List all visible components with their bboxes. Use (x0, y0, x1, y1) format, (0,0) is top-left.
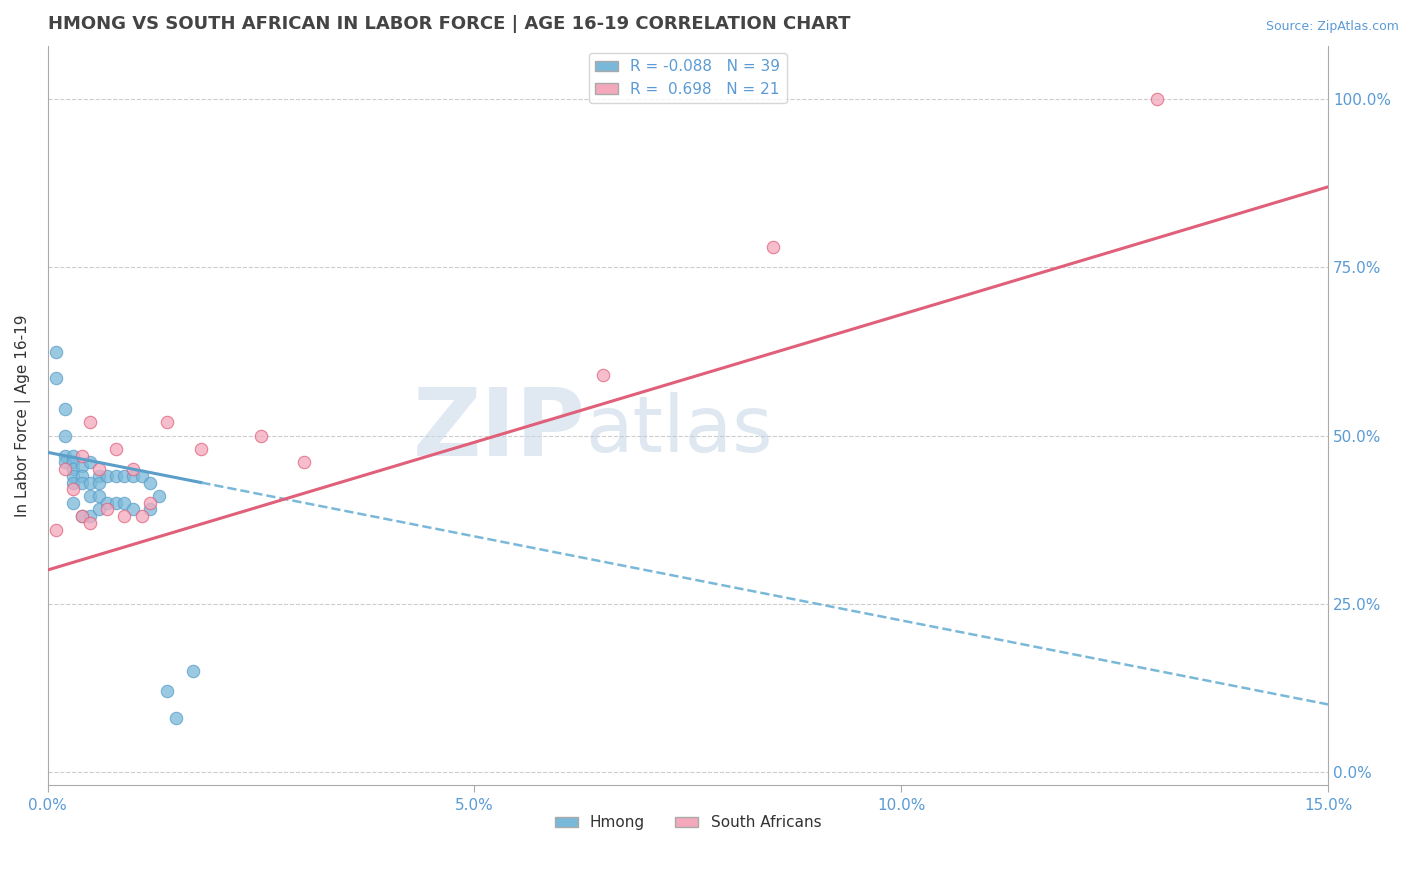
Point (156, 415, 179, 429)
Point (292, 455, 315, 469)
Point (114, 509, 136, 524)
Text: HMONG VS SOUTH AFRICAN IN LABOR FORCE | AGE 16-19 CORRELATION CHART: HMONG VS SOUTH AFRICAN IN LABOR FORCE | … (48, 15, 851, 33)
Point (53, 401, 76, 416)
Point (62, 496, 84, 510)
Point (53, 462, 76, 476)
Point (762, 240, 785, 254)
Point (70, 509, 93, 524)
Point (87, 468, 110, 483)
Point (62, 462, 84, 476)
Point (156, 684, 179, 698)
Point (53, 428, 76, 442)
Point (96, 496, 118, 510)
Point (165, 711, 187, 725)
Point (70, 475, 93, 490)
Point (250, 428, 273, 442)
Point (53, 455, 76, 469)
Point (104, 442, 127, 456)
Point (87, 489, 110, 503)
Point (87, 462, 110, 476)
Point (181, 664, 204, 678)
Point (114, 468, 136, 483)
Text: Source: ZipAtlas.com: Source: ZipAtlas.com (1265, 20, 1399, 33)
Point (79, 415, 101, 429)
Point (87, 502, 110, 516)
Point (139, 502, 162, 516)
Point (122, 462, 145, 476)
Point (131, 509, 153, 524)
Point (79, 475, 101, 490)
Point (122, 502, 145, 516)
Point (79, 455, 101, 469)
Point (45, 523, 67, 537)
Point (592, 368, 614, 382)
Point (79, 509, 101, 524)
Point (62, 475, 84, 490)
Point (114, 496, 136, 510)
Text: atlas: atlas (585, 392, 773, 468)
Point (96, 502, 118, 516)
Text: ZIP: ZIP (412, 384, 585, 476)
Point (1146, 92, 1168, 106)
Point (45, 344, 67, 359)
Point (96, 468, 118, 483)
Point (190, 442, 212, 456)
Point (139, 496, 162, 510)
Point (70, 458, 93, 473)
Point (104, 468, 127, 483)
Point (62, 449, 84, 463)
Point (53, 449, 76, 463)
Point (62, 468, 84, 483)
Y-axis label: In Labor Force | Age 16-19: In Labor Force | Age 16-19 (15, 314, 31, 516)
Point (87, 475, 110, 490)
Point (139, 475, 162, 490)
Point (79, 489, 101, 503)
Legend: Hmong, South Africans: Hmong, South Africans (548, 809, 827, 837)
Point (148, 489, 170, 503)
Point (45, 371, 67, 385)
Point (104, 496, 127, 510)
Point (70, 468, 93, 483)
Point (70, 449, 93, 463)
Point (122, 468, 145, 483)
Point (79, 516, 101, 530)
Point (62, 455, 84, 469)
Point (62, 483, 84, 497)
Point (131, 468, 153, 483)
Point (70, 509, 93, 524)
